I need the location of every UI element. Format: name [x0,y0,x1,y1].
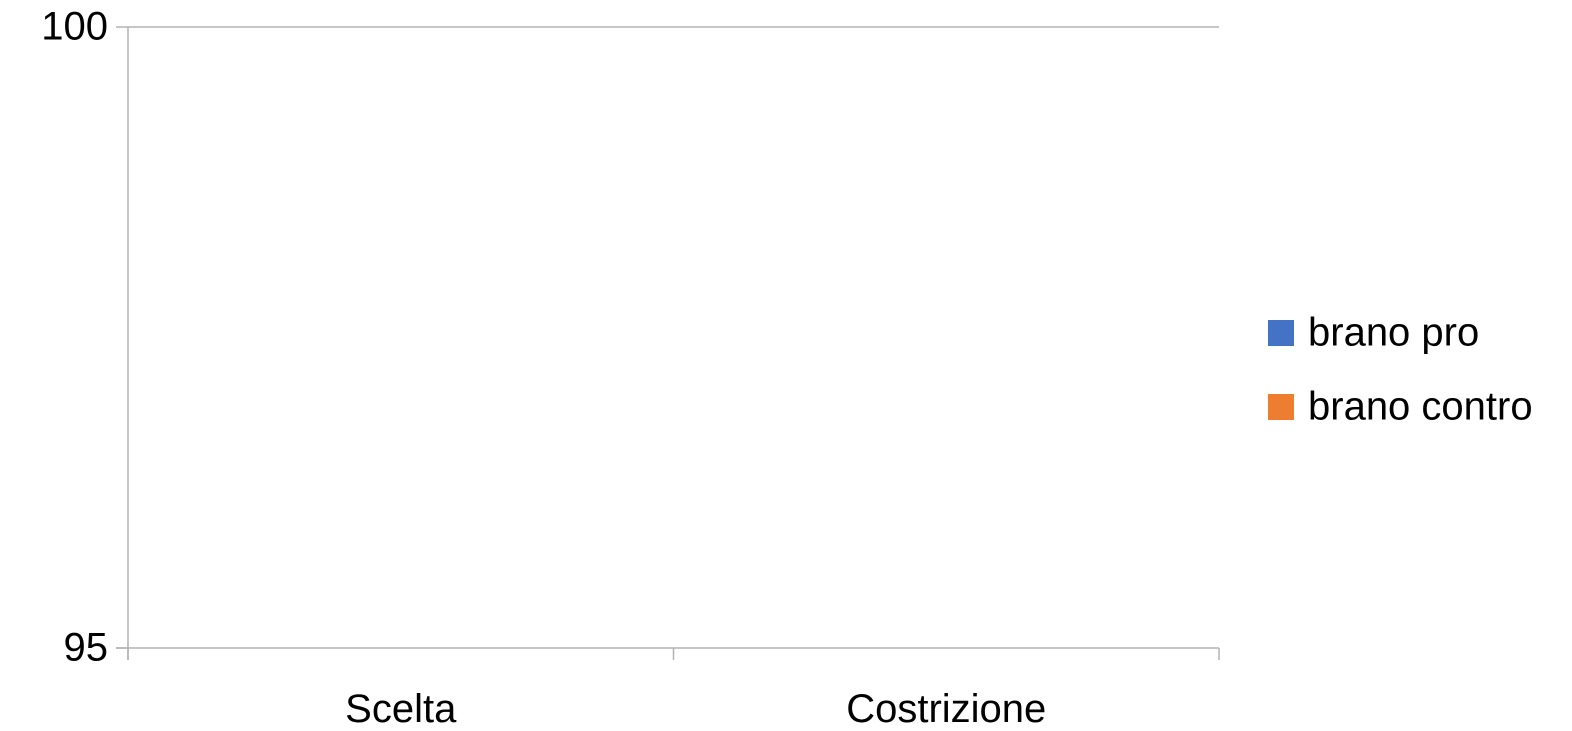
legend-label-brano-contro: brano contro [1308,385,1533,429]
x-category-label-scelta: Scelta [345,687,457,731]
legend-label-brano-pro: brano pro [1308,311,1479,355]
x-category-label-costrizione: Costrizione [846,687,1046,731]
legend-swatch-brano-contro [1268,394,1294,420]
y-tick-label-95: 95 [64,626,109,670]
x-tick-marks [116,26,1220,660]
legend: brano pro brano contro [1268,311,1533,429]
y-tick-label-100: 100 [41,5,108,49]
legend-swatch-brano-pro [1268,320,1294,346]
